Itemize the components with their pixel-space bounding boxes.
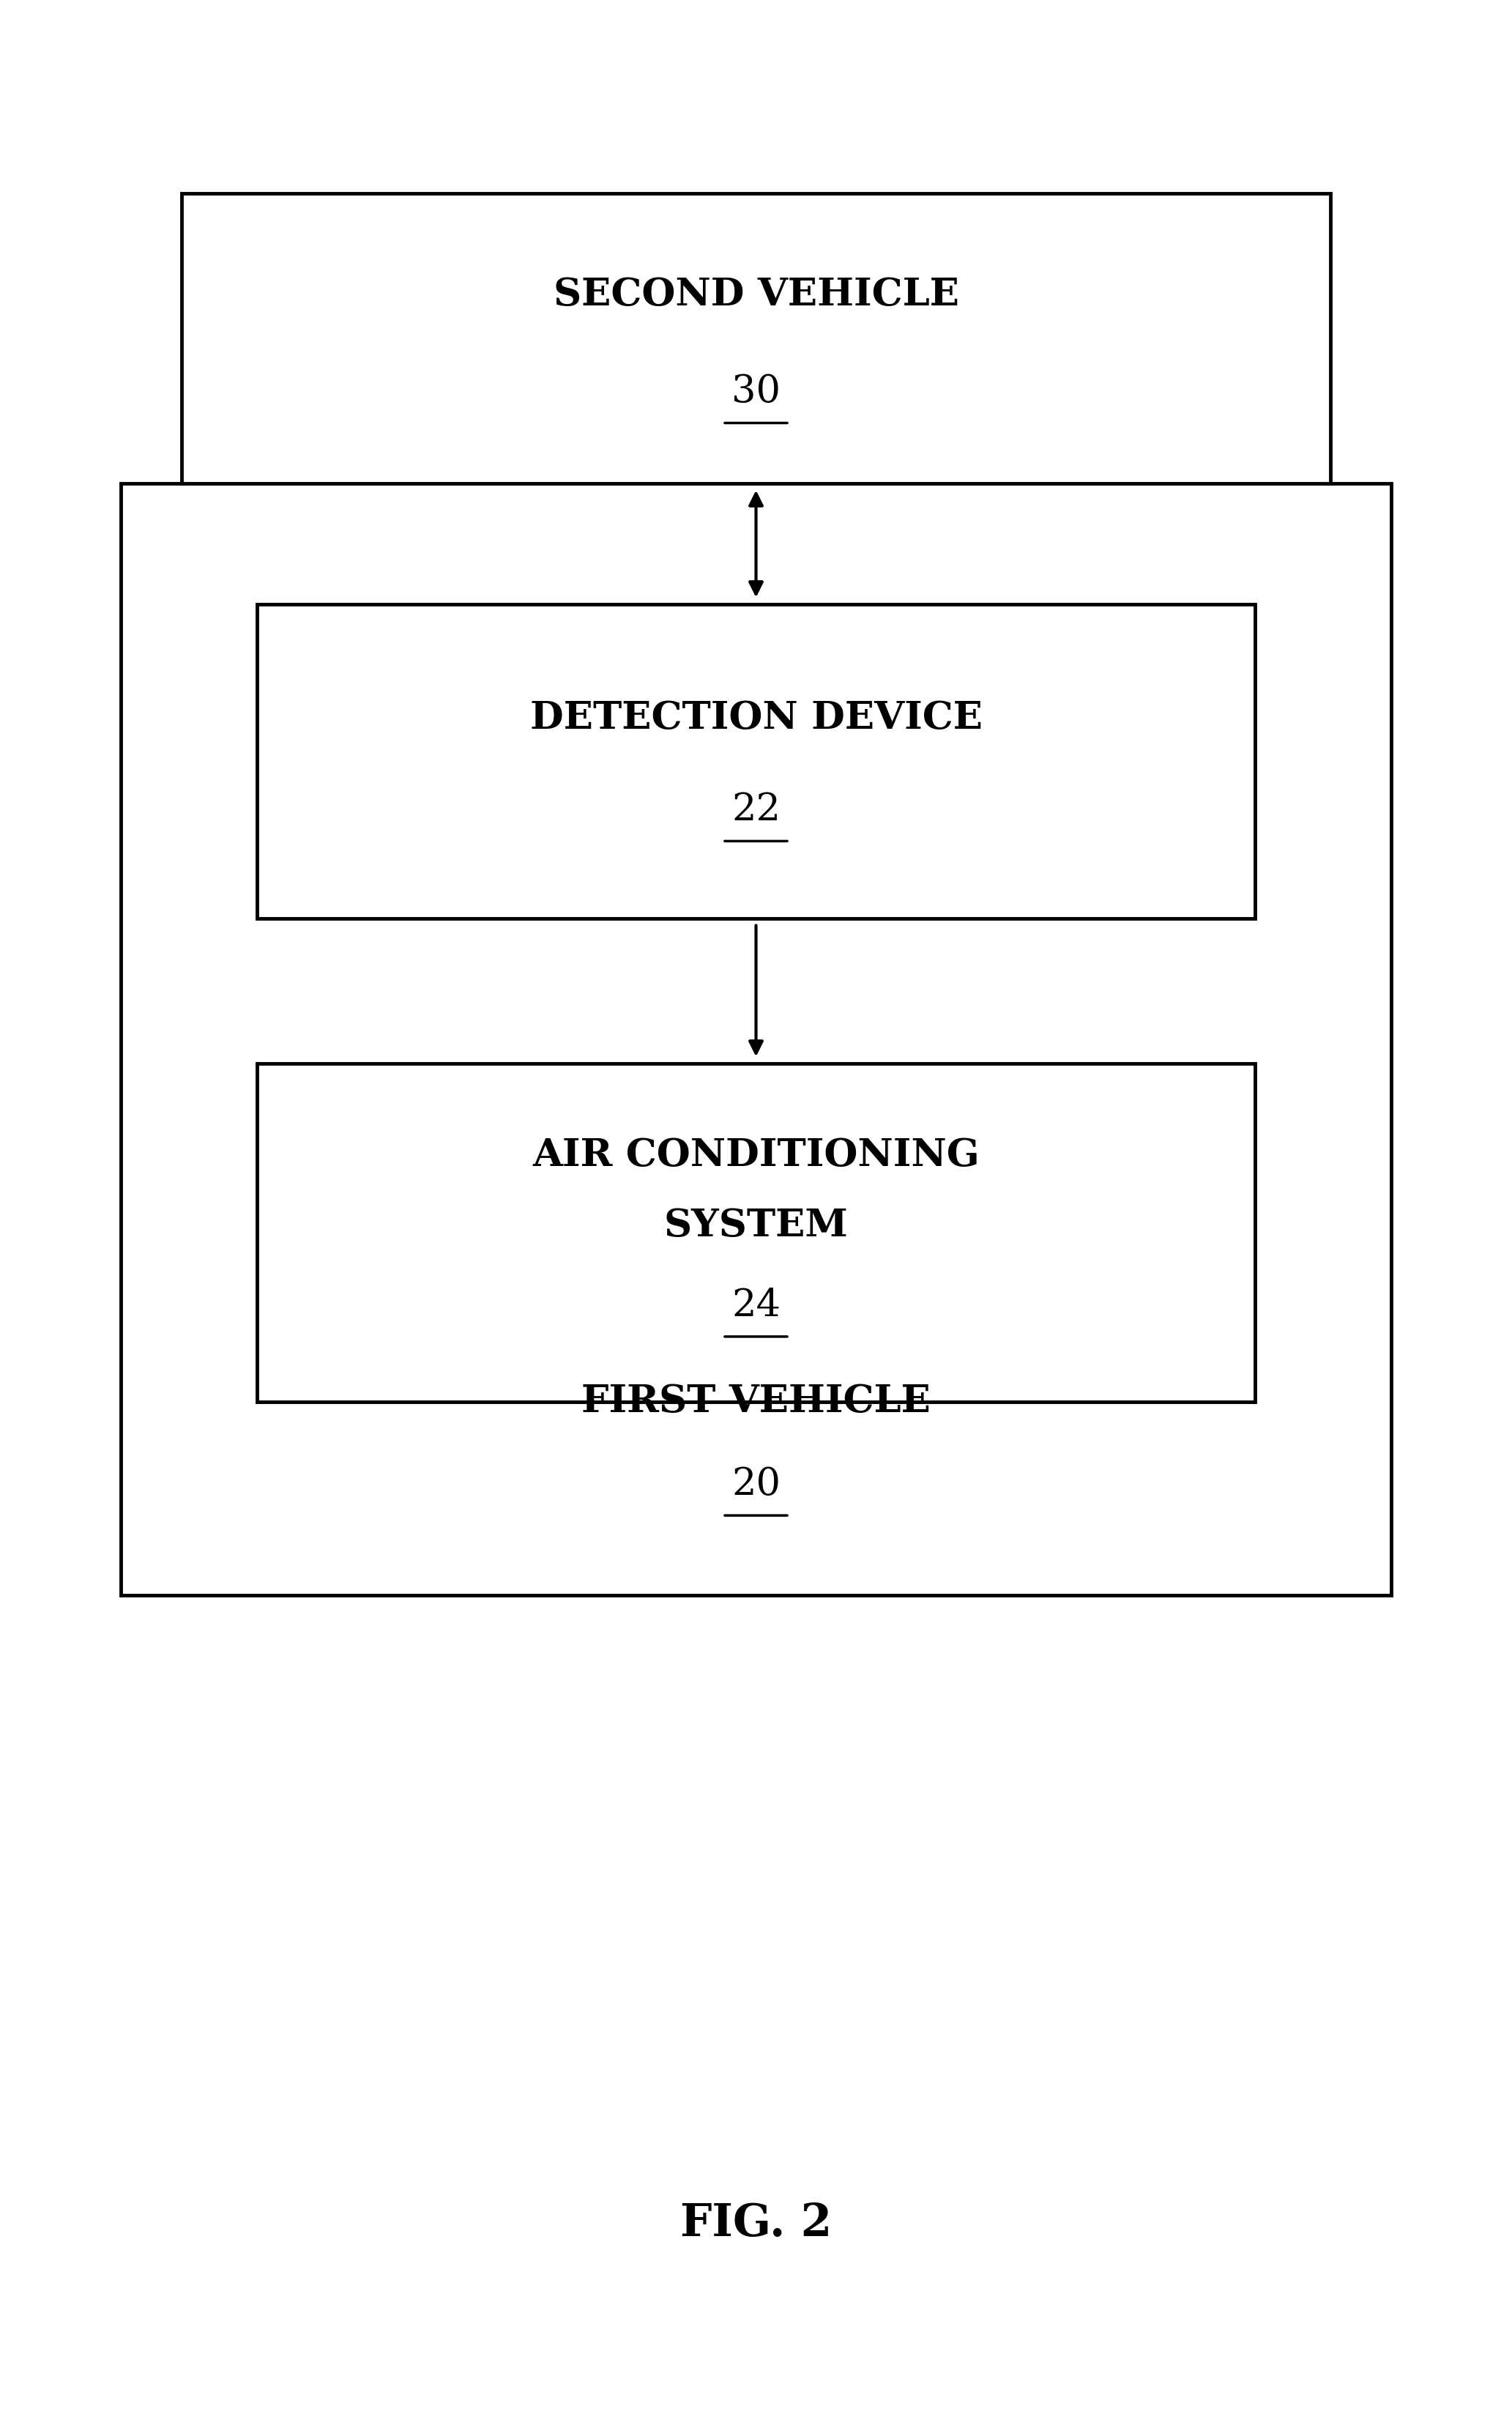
Text: SYSTEM: SYSTEM (664, 1206, 848, 1245)
Text: SECOND VEHICLE: SECOND VEHICLE (553, 276, 959, 314)
Text: 24: 24 (732, 1286, 780, 1325)
FancyBboxPatch shape (257, 1063, 1255, 1402)
Text: DETECTION DEVICE: DETECTION DEVICE (529, 699, 983, 737)
FancyBboxPatch shape (257, 604, 1255, 918)
Text: AIR CONDITIONING: AIR CONDITIONING (532, 1136, 980, 1175)
Text: 30: 30 (732, 372, 780, 411)
Text: 20: 20 (732, 1465, 780, 1503)
Text: 22: 22 (732, 790, 780, 829)
Text: FIG. 2: FIG. 2 (680, 2202, 832, 2245)
Text: FIRST VEHICLE: FIRST VEHICLE (582, 1383, 930, 1421)
FancyBboxPatch shape (181, 193, 1331, 483)
FancyBboxPatch shape (121, 483, 1391, 1595)
